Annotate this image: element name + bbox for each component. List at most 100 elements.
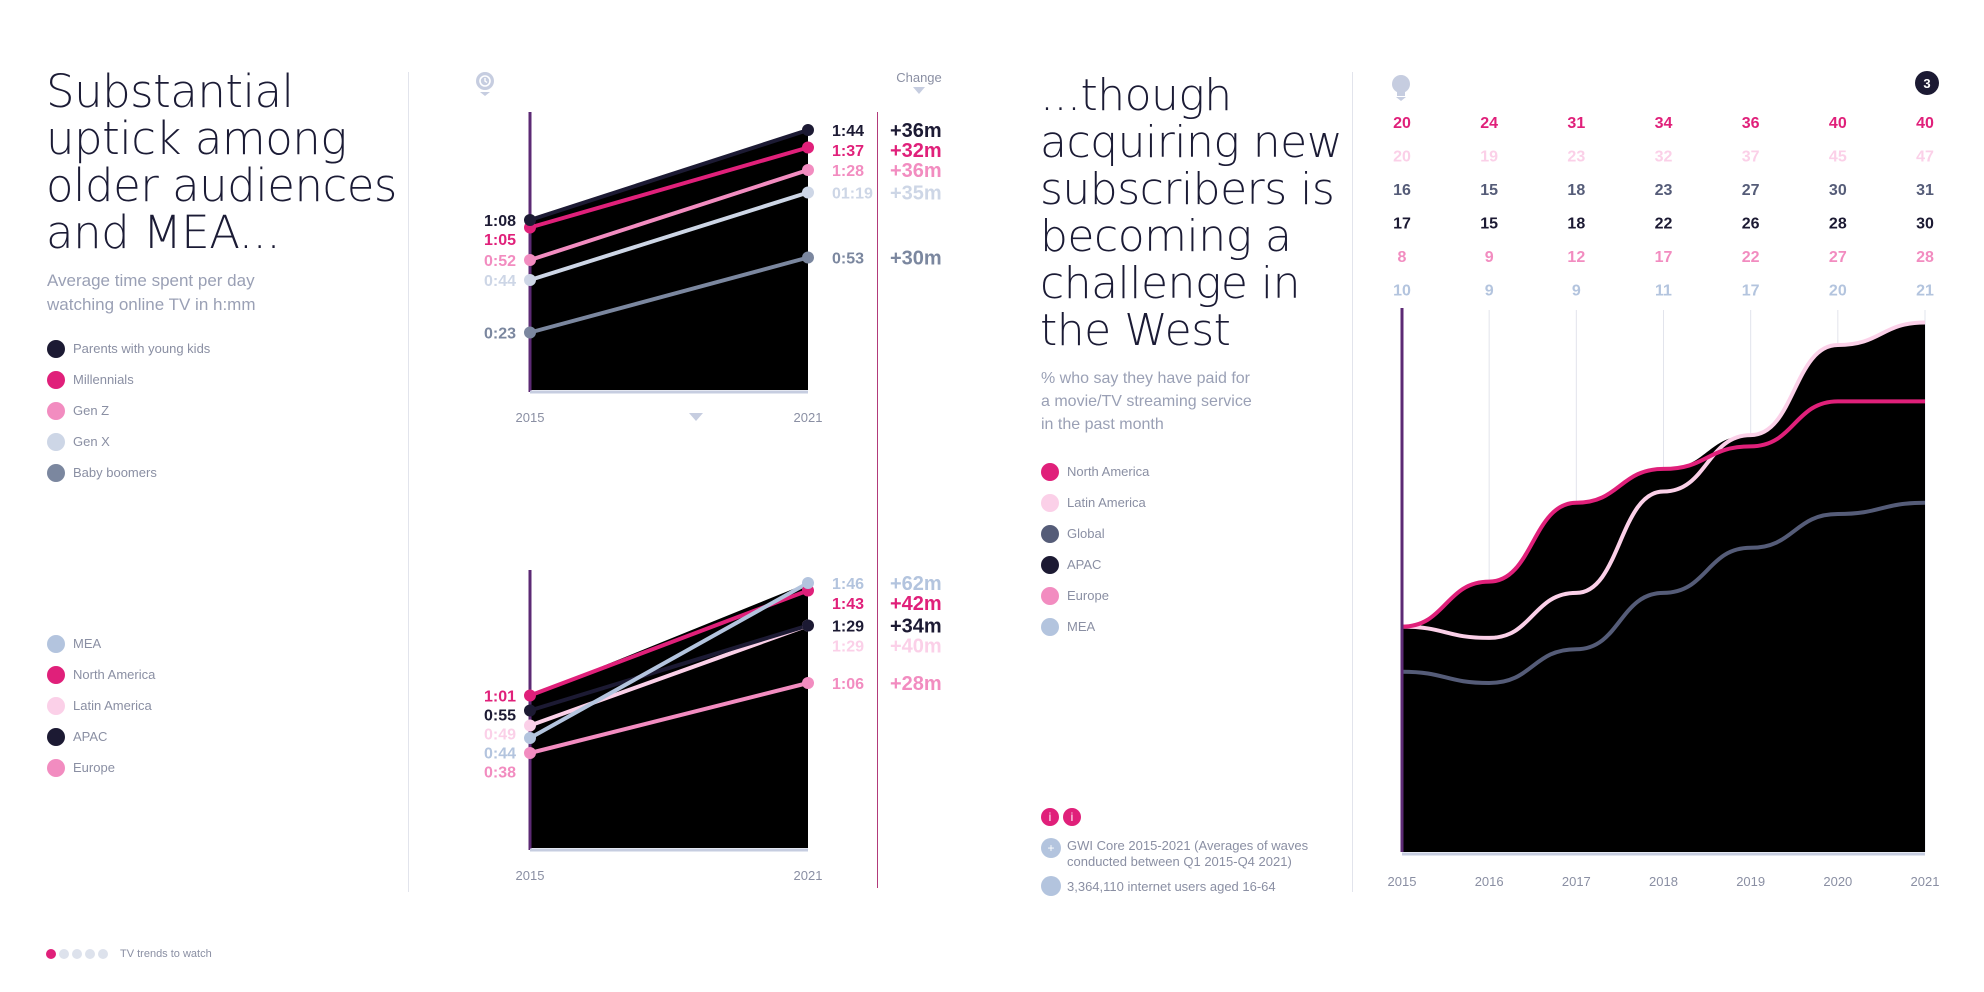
value-label-2015: 0:49 — [484, 727, 516, 744]
table-value: 20 — [1393, 115, 1411, 132]
legend-label: APAC — [73, 729, 108, 744]
sample-text: 3,364,110 internet users aged 16-64 — [1067, 879, 1276, 894]
legend-item[interactable]: APAC — [47, 721, 155, 752]
legend-item[interactable]: Latin America — [1041, 487, 1149, 518]
source-note: + GWI Core 2015-2021 (Averages of waves … — [1041, 838, 1331, 870]
legend-item[interactable]: Millennials — [47, 364, 210, 395]
legend-item[interactable]: APAC — [1041, 549, 1149, 580]
footer-label: TV trends to watch — [120, 948, 212, 960]
table-value: 37 — [1742, 149, 1760, 166]
x-tick-label: 2016 — [1475, 874, 1504, 889]
value-label-2021: 1:44 — [832, 123, 864, 140]
data-point — [802, 124, 814, 136]
legend-item[interactable]: North America — [1041, 456, 1149, 487]
legend-label: Baby boomers — [73, 465, 157, 480]
data-point — [524, 719, 536, 732]
x-tick-label: 2021 — [794, 410, 823, 425]
table-value: 17 — [1393, 216, 1411, 233]
left-subtitle-line: Average time spent per day — [47, 271, 255, 290]
right-headline-line: ...though — [1040, 70, 1232, 121]
legend-item[interactable]: Latin America — [47, 690, 155, 721]
info-icon[interactable]: i — [1041, 808, 1059, 826]
legend-item[interactable]: Gen X — [47, 426, 210, 457]
chevron-down-icon — [689, 413, 703, 421]
right-headline-line: challenge in — [1040, 258, 1301, 309]
table-value: 17 — [1655, 249, 1673, 266]
legend-item[interactable]: Parents with young kids — [47, 333, 210, 364]
value-label-2015: 0:23 — [484, 326, 516, 343]
progress-dot[interactable] — [98, 949, 108, 959]
legend-item[interactable]: Global — [1041, 518, 1149, 549]
x-tick-label: 2015 — [1388, 874, 1417, 889]
legend-label: MEA — [73, 636, 102, 651]
table-value: 15 — [1480, 182, 1498, 199]
series-line — [1401, 500, 1926, 686]
legend-label: APAC — [1067, 557, 1102, 572]
right-headline-line: the West — [1040, 305, 1231, 356]
series-line — [1401, 320, 1926, 640]
legend-label: North America — [73, 667, 156, 682]
value-label-2021: 1:28 — [832, 163, 864, 180]
data-point — [524, 689, 536, 702]
data-point — [802, 619, 814, 632]
legend-item[interactable]: Europe — [47, 752, 155, 783]
legend-label: North America — [1067, 464, 1150, 479]
value-label-2021: 1:43 — [832, 596, 864, 613]
table-value: 20 — [1393, 149, 1411, 166]
page-badge[interactable]: 3 — [1915, 71, 1939, 95]
change-label: +34m — [890, 616, 942, 638]
legend-label: Europe — [73, 760, 115, 775]
table-value: 45 — [1829, 149, 1847, 166]
legend-swatch — [47, 463, 65, 482]
legend-swatch — [47, 401, 65, 420]
data-point — [524, 274, 536, 286]
progress-dot[interactable] — [46, 949, 56, 959]
legend-swatch — [47, 758, 65, 777]
progress-dot[interactable] — [85, 949, 95, 959]
legend-swatch — [47, 634, 65, 653]
table-value: 40 — [1916, 115, 1934, 132]
x-tick-label: 2018 — [1649, 874, 1678, 889]
source-text: GWI Core 2015-2021 (Averages of waves co… — [1067, 838, 1309, 869]
legend-swatch — [1041, 555, 1059, 574]
legend-item[interactable]: North America — [47, 659, 155, 690]
chevron-down-icon — [913, 87, 925, 94]
legend-item[interactable]: Europe — [1041, 580, 1149, 611]
data-point — [802, 141, 814, 154]
value-label-2021: 1:29 — [832, 639, 864, 656]
table-value: 36 — [1742, 115, 1760, 132]
legend-regions: MEA North America Latin America APAC Eur… — [47, 628, 155, 783]
legend-item[interactable]: Baby boomers — [47, 457, 210, 488]
legend-item[interactable]: MEA — [1041, 611, 1149, 642]
info-icon[interactable]: i — [1063, 808, 1081, 826]
legend-swatch — [1041, 524, 1059, 543]
legend-item[interactable]: Gen Z — [47, 395, 210, 426]
right-subtitle-line: % who say they have paid for — [1041, 370, 1251, 387]
table-value: 20 — [1829, 283, 1847, 300]
change-header[interactable]: Change — [884, 70, 954, 94]
slope-chart-age: 1:08 1:44 +36m 1:05 1:37 +32m 0:52 1:28 +36m 0:44… — [484, 112, 942, 425]
x-tick-label: 2015 — [516, 868, 545, 883]
progress-dot[interactable] — [59, 949, 69, 959]
progress-dot[interactable] — [72, 949, 82, 959]
table-value: 31 — [1916, 182, 1934, 199]
data-point — [802, 577, 814, 589]
legend-swatch — [47, 696, 65, 715]
change-label: +62m — [890, 573, 942, 595]
series-line — [529, 128, 809, 222]
table-value: 8 — [1398, 249, 1407, 266]
series-line — [529, 581, 809, 740]
legend-item[interactable]: MEA — [47, 628, 155, 659]
value-label-2015: 0:44 — [484, 273, 516, 290]
table-value: 34 — [1655, 115, 1673, 132]
value-label-2021: 1:29 — [832, 619, 864, 636]
value-label-2015: 0:52 — [484, 253, 516, 270]
legend-swatch — [47, 727, 65, 746]
value-label-2021: 0:53 — [832, 251, 864, 268]
left-subtitle-line: watching online TV in h:mm — [47, 295, 256, 314]
change-label: +35m — [890, 183, 942, 205]
legend-swatch — [1041, 586, 1059, 605]
page-badge-number: 3 — [1923, 75, 1931, 91]
x-tick-label: 2017 — [1562, 874, 1591, 889]
table-value: 24 — [1480, 115, 1498, 132]
